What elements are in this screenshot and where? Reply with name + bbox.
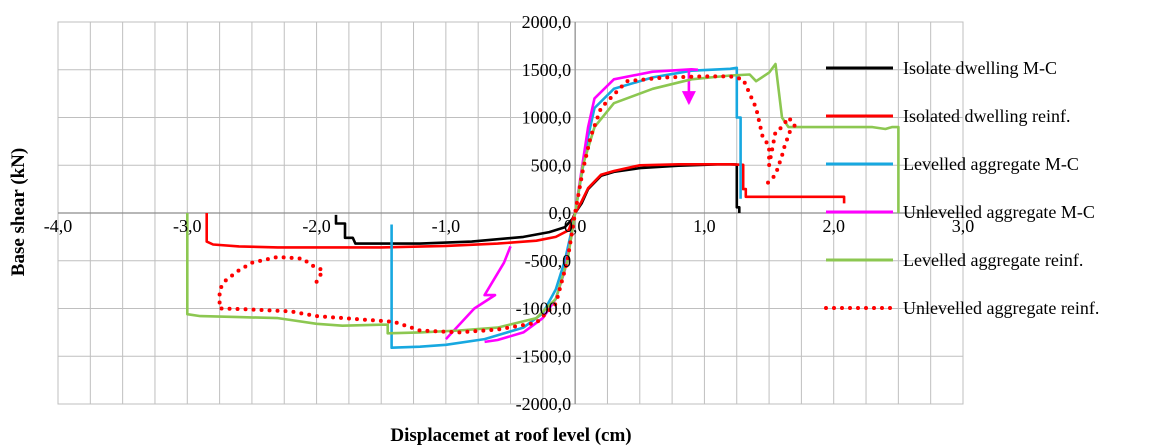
legend-label: Isolate dwelling M-C (903, 58, 1057, 78)
x-tick-label: -2,0 (302, 216, 331, 236)
unloading-arrow-icon (681, 91, 696, 106)
y-tick-label: -2000,0 (516, 394, 572, 414)
series-line-isolated-dwelling-reinf (205, 163, 846, 249)
y-tick-label: 2000,0 (522, 12, 572, 32)
y-tick-label: -1500,0 (516, 346, 572, 366)
series-line-unlevelled-aggregate-m-c-segment (444, 245, 512, 340)
legend: Isolate dwelling M-C Isolated dwelling re… (824, 58, 1099, 318)
x-axis-title: Displacemet at roof level (cm) (390, 425, 631, 446)
legend-label: Unlevelled aggregate M-C (903, 202, 1095, 222)
legend-item: Levelled aggregate reinf. (826, 250, 1083, 270)
legend-label: Levelled aggregate reinf. (903, 250, 1083, 270)
x-tick-label: 2,0 (822, 216, 845, 236)
legend-item: Isolate dwelling M-C (826, 58, 1057, 78)
x-tick-label: -1,0 (432, 216, 461, 236)
series-lines (186, 62, 900, 350)
legend-label: Unlevelled aggregate reinf. (903, 298, 1099, 318)
series-line-unlevelled-aggregate-reinf (217, 74, 797, 335)
x-tick-label: -4,0 (44, 216, 73, 236)
x-tick-label: -3,0 (173, 216, 202, 236)
x-tick-label: 1,0 (693, 216, 716, 236)
y-tick-label: -1000,0 (516, 299, 572, 319)
y-tick-label: 0,0 (549, 203, 572, 223)
legend-item: Levelled aggregate M-C (826, 154, 1079, 174)
x-tick-label: 0,0 (564, 216, 587, 236)
y-tick-label: 500,0 (531, 155, 572, 175)
y-axis-title: Base shear (kN) (8, 148, 29, 276)
legend-label: Isolated dwelling reinf. (903, 106, 1070, 126)
legend-item: Unlevelled aggregate reinf. (824, 298, 1099, 318)
series-line-isolate-dwelling-m-c (334, 163, 741, 245)
y-tick-label: 1500,0 (522, 60, 572, 80)
y-tick-label: 1000,0 (522, 108, 572, 128)
y-tick-label: -500,0 (525, 251, 572, 271)
legend-label: Levelled aggregate M-C (903, 154, 1079, 174)
tick-labels: -4,0 -3,0 -2,0 -1,0 0,0 1,0 2,0 3,0 2000,0 1500,0… (44, 12, 975, 414)
legend-item: Isolated dwelling reinf. (826, 106, 1070, 126)
series-line-levelled-aggregate-reinf (186, 62, 900, 335)
legend-item: Unlevelled aggregate M-C (826, 202, 1095, 222)
x-tick-label: 3,0 (952, 216, 975, 236)
